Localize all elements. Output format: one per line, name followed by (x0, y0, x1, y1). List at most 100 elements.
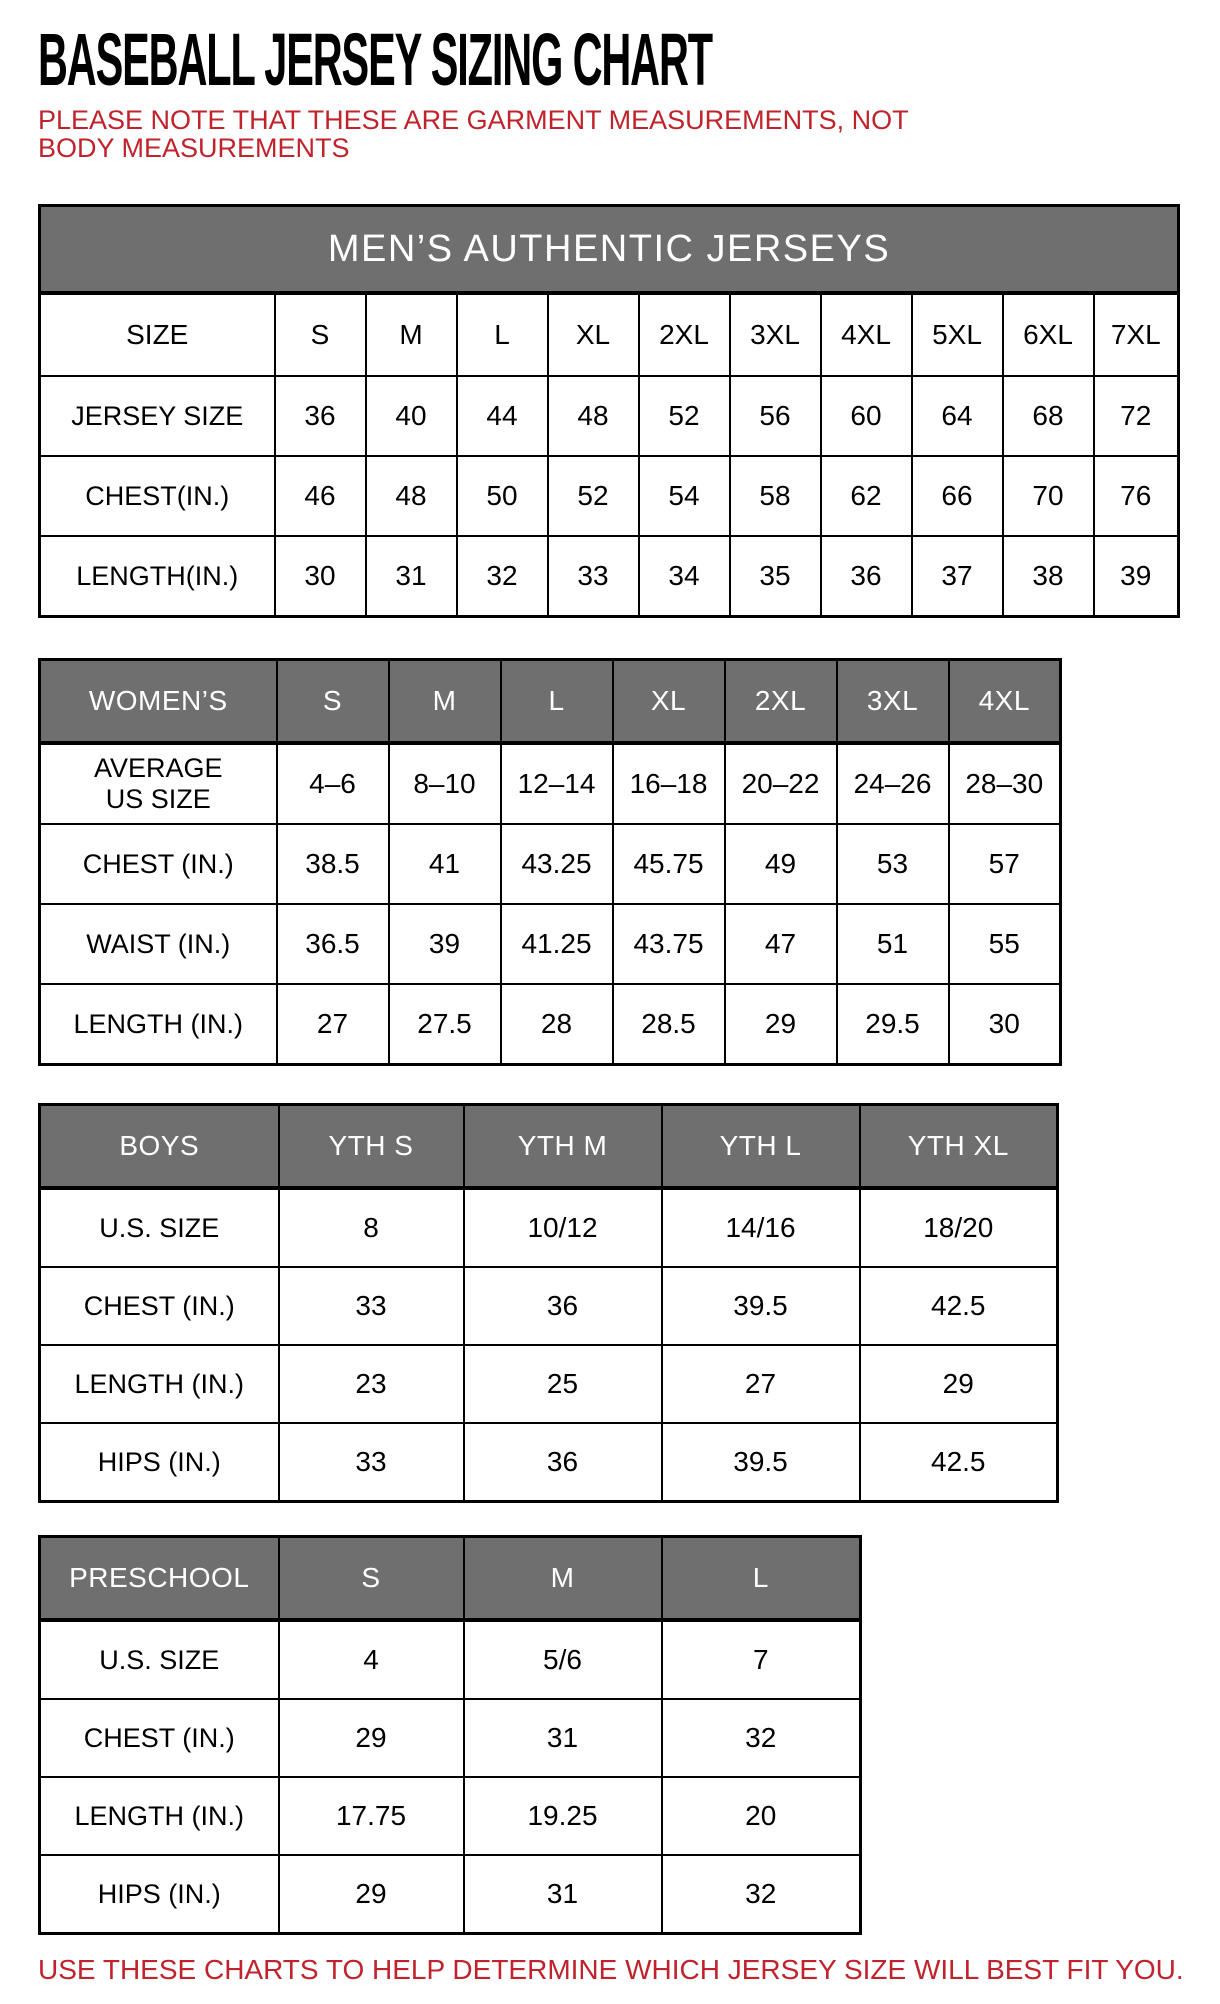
row-label: LENGTH(IN.) (38, 535, 276, 618)
column-header: S (277, 1535, 465, 1623)
cell-value: 68 (1001, 375, 1095, 458)
cell-value: 30 (273, 535, 367, 618)
column-header: S (273, 292, 367, 378)
cell-value: 56 (728, 375, 822, 458)
cell-value: 50 (455, 455, 549, 538)
cell-value: 52 (546, 455, 640, 538)
cell-value: 29.5 (835, 983, 950, 1066)
column-header: 4XL (947, 658, 1062, 746)
cell-value: 29 (277, 1854, 465, 1935)
table-row: WAIST (IN.) 36.5 39 41.25 43.75 47 51 55 (38, 903, 1062, 986)
cell-value: 27 (275, 983, 390, 1066)
column-header: L (660, 1535, 862, 1623)
table-row: CHEST (IN.) 33 36 39.5 42.5 (38, 1266, 1059, 1347)
table-row: LENGTH (IN.) 17.75 19.25 20 (38, 1776, 862, 1857)
cell-value: 5/6 (462, 1619, 663, 1701)
row-label: HIPS (IN.) (38, 1422, 280, 1503)
row-label: LENGTH (IN.) (38, 1344, 280, 1425)
cell-value: 29 (723, 983, 838, 1066)
cell-value: 39 (387, 903, 502, 986)
cell-value: 40 (364, 375, 458, 458)
cell-value: 44 (455, 375, 549, 458)
row-label: CHEST (IN.) (38, 1266, 280, 1347)
cell-value: 29 (858, 1344, 1059, 1425)
cell-value: 32 (660, 1698, 862, 1779)
table-row: AVERAGE US SIZE 4–6 8–10 12–14 16–18 20–22 24–… (38, 742, 1062, 826)
cell-value: 58 (728, 455, 822, 538)
column-header: 7XL (1092, 292, 1180, 378)
table-row: CHEST (IN.) 29 31 32 (38, 1698, 862, 1779)
cell-value: 25 (462, 1344, 663, 1425)
cell-value: 43.25 (499, 823, 614, 906)
column-header: L (455, 292, 549, 378)
cell-value: 76 (1092, 455, 1180, 538)
cell-value: 31 (462, 1698, 663, 1779)
cell-value: 64 (910, 375, 1004, 458)
cell-value: 24–26 (835, 742, 950, 826)
cell-value: 16–18 (611, 742, 726, 826)
footer-note: USE THESE CHARTS TO HELP DETERMINE WHICH… (38, 1954, 1184, 1986)
column-header: 2XL (723, 658, 838, 746)
cell-value: 70 (1001, 455, 1095, 538)
cell-value: 12–14 (499, 742, 614, 826)
cell-value: 33 (277, 1422, 465, 1503)
row-label: CHEST (IN.) (38, 823, 278, 906)
column-header: BOYS (38, 1103, 280, 1191)
row-label: LENGTH (IN.) (38, 1776, 280, 1857)
table-mens: MEN’S AUTHENTIC JERSEYS SIZE S M L XL 2XL 3XL 4X… (38, 204, 1180, 619)
column-header: 2XL (637, 292, 731, 378)
column-header: YTH L (660, 1103, 861, 1191)
cell-value: 14/16 (660, 1187, 861, 1269)
row-label: JERSEY SIZE (38, 375, 276, 458)
row-label: HIPS (IN.) (38, 1854, 280, 1935)
column-header: 5XL (910, 292, 1004, 378)
cell-value: 28.5 (611, 983, 726, 1066)
row-label: LENGTH (IN.) (38, 983, 278, 1066)
cell-value: 41 (387, 823, 502, 906)
column-header-row: WOMEN’S S M L XL 2XL 3XL 4XL (38, 658, 1062, 746)
column-header: XL (611, 658, 726, 746)
cell-value: 49 (723, 823, 838, 906)
cell-value: 62 (819, 455, 913, 538)
cell-value: 42.5 (858, 1266, 1059, 1347)
cell-value: 36 (273, 375, 367, 458)
row-label: WAIST (IN.) (38, 903, 278, 986)
row-label: U.S. SIZE (38, 1187, 280, 1269)
cell-value: 32 (455, 535, 549, 618)
cell-value: 53 (835, 823, 950, 906)
cell-value: 36 (819, 535, 913, 618)
cell-value: 38 (1001, 535, 1095, 618)
row-label: CHEST (IN.) (38, 1698, 280, 1779)
cell-value: 20–22 (723, 742, 838, 826)
column-header: 3XL (728, 292, 822, 378)
cell-value: 31 (462, 1854, 663, 1935)
cell-value: 39.5 (660, 1422, 861, 1503)
cell-value: 19.25 (462, 1776, 663, 1857)
cell-value: 33 (546, 535, 640, 618)
cell-value: 32 (660, 1854, 862, 1935)
cell-value: 34 (637, 535, 731, 618)
cell-value: 55 (947, 903, 1062, 986)
cell-value: 60 (819, 375, 913, 458)
cell-value: 4–6 (275, 742, 390, 826)
garment-measurement-note: PLEASE NOTE THAT THESE ARE GARMENT MEASU… (38, 105, 909, 163)
cell-value: 38.5 (275, 823, 390, 906)
cell-value: 39 (1092, 535, 1180, 618)
cell-value: 33 (277, 1266, 465, 1347)
column-header: 4XL (819, 292, 913, 378)
cell-value: 45.75 (611, 823, 726, 906)
row-label: U.S. SIZE (38, 1619, 280, 1701)
table-banner: MEN’S AUTHENTIC JERSEYS (38, 204, 1180, 296)
cell-value: 4 (277, 1619, 465, 1701)
cell-value: 42.5 (858, 1422, 1059, 1503)
table-row: LENGTH(IN.) 30 31 32 33 34 35 36 37 38 39 (38, 535, 1180, 618)
table-preschool: PRESCHOOL S M L U.S. SIZE 4 5/6 7 CHEST (IN.) 29 3… (38, 1535, 862, 1936)
table-row: U.S. SIZE 8 10/12 14/16 18/20 (38, 1187, 1059, 1269)
cell-value: 20 (660, 1776, 862, 1857)
cell-value: 31 (364, 535, 458, 618)
table-row: LENGTH (IN.) 27 27.5 28 28.5 29 29.5 30 (38, 983, 1062, 1066)
cell-value: 54 (637, 455, 731, 538)
cell-value: 46 (273, 455, 367, 538)
cell-value: 17.75 (277, 1776, 465, 1857)
table-row: CHEST (IN.) 38.5 41 43.25 45.75 49 53 57 (38, 823, 1062, 906)
